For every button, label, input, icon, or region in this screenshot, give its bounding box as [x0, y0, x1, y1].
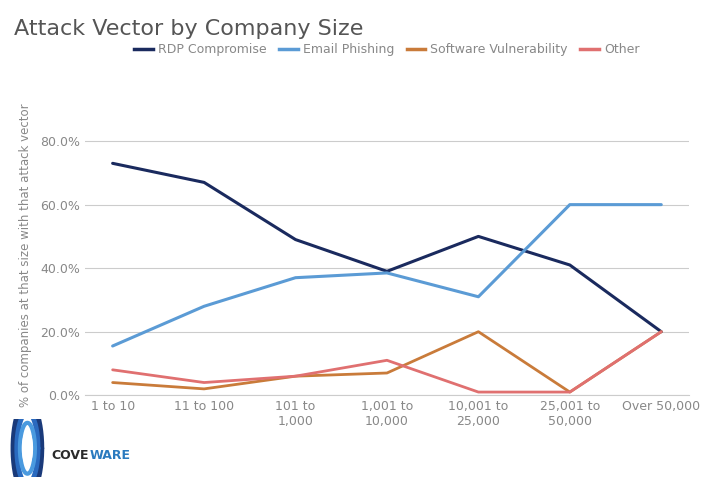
Polygon shape: [23, 432, 33, 465]
Legend: RDP Compromise, Email Phishing, Software Vulnerability, Other: RDP Compromise, Email Phishing, Software…: [129, 38, 645, 61]
Text: COVE: COVE: [52, 449, 89, 462]
Text: WARE: WARE: [90, 449, 131, 462]
Y-axis label: % of companies at that size with that attack vector: % of companies at that size with that at…: [19, 104, 32, 407]
Text: Attack Vector by Company Size: Attack Vector by Company Size: [14, 19, 364, 39]
